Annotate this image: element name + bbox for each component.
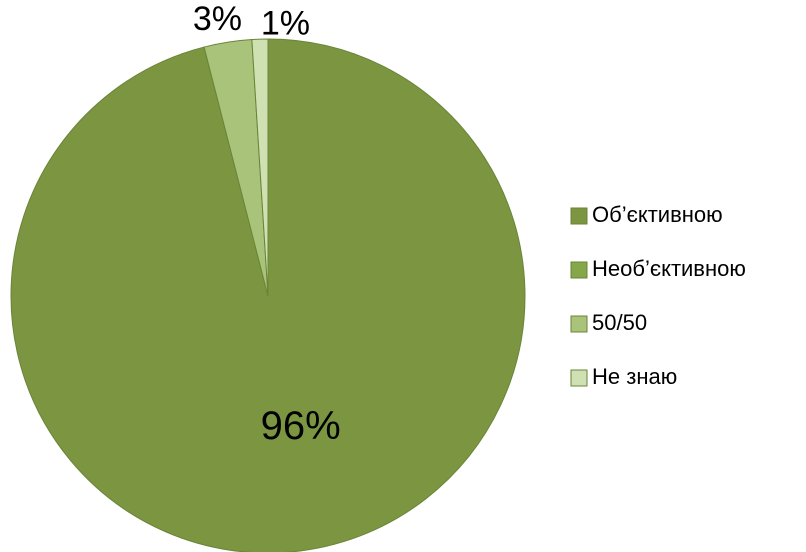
legend-swatch-1 <box>570 207 588 225</box>
legend-swatch-2 <box>570 261 588 279</box>
data-labels: 96% 3% 1% <box>193 0 341 448</box>
legend-label-1: Об’єктивною <box>592 202 723 227</box>
data-label-4: 1% <box>261 5 310 43</box>
pie-slice-4 <box>251 38 269 297</box>
pie-slice-1 <box>10 38 526 552</box>
legend-label-2: Необ’єктивною <box>592 256 746 281</box>
legend-label-3: 50/50 <box>592 310 647 335</box>
data-label-3: 3% <box>193 0 242 38</box>
legend-label-4: Не знаю <box>592 364 677 389</box>
pie-slices <box>10 38 526 552</box>
legend: Об’єктивною Необ’єктивною 50/50 Не знаю <box>570 202 746 389</box>
legend-swatch-4 <box>570 369 588 387</box>
data-label-1: 96% <box>261 404 341 448</box>
legend-swatch-3 <box>570 315 588 333</box>
